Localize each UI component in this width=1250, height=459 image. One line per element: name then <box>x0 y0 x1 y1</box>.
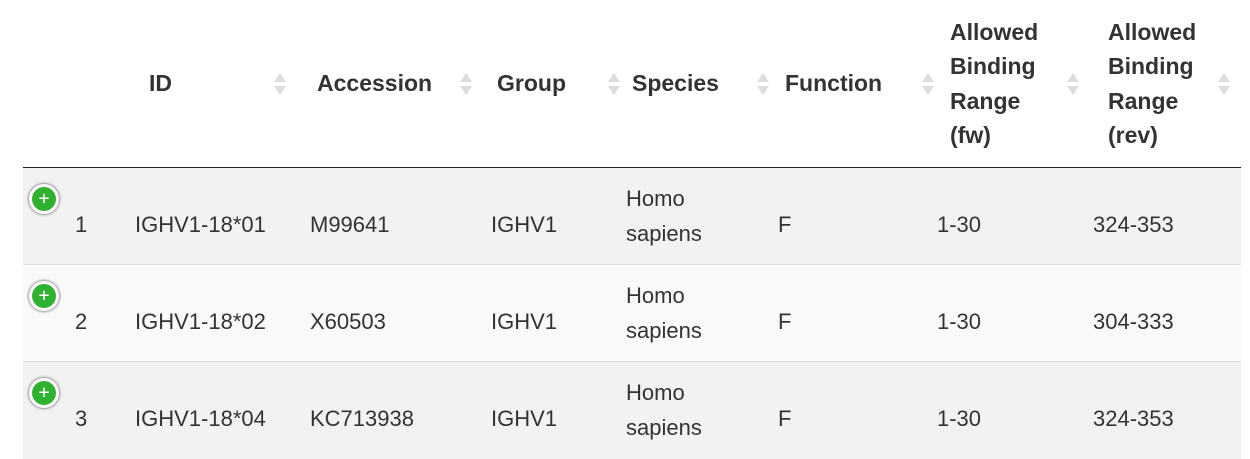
header-fw-range[interactable]: Allowed Binding Range (fw) <box>936 0 1092 168</box>
species-cell: Homo sapiens <box>618 264 770 362</box>
row-species: Homo sapiens <box>626 380 702 441</box>
row-group: IGHV1 <box>491 211 558 237</box>
row-species: Homo sapiens <box>626 186 702 246</box>
accession-cell: X60503 <box>303 264 483 362</box>
sort-icon[interactable] <box>607 70 621 98</box>
accession-cell: KC713938 <box>303 361 483 459</box>
rev-range-cell: 324-353 <box>1092 168 1241 265</box>
row-index: 3 <box>75 405 88 431</box>
row-fw-range: 1-30 <box>937 308 982 334</box>
row-index: 1 <box>75 211 88 237</box>
sort-icon[interactable] <box>921 70 935 98</box>
row-index-cell: + 1 <box>23 168 127 265</box>
id-cell: IGHV1-18*01 <box>127 168 303 265</box>
header-id-label: ID <box>149 70 172 97</box>
plus-circle-icon: + <box>32 381 56 405</box>
results-table-container: ID Accession Group <box>23 0 1241 459</box>
row-group: IGHV1 <box>491 405 558 431</box>
row-group: IGHV1 <box>491 308 558 334</box>
row-rev-range: 304-333 <box>1093 308 1174 334</box>
row-fw-range: 1-30 <box>937 405 982 431</box>
header-accession-label: Accession <box>317 70 433 97</box>
table-header-row: ID Accession Group <box>23 0 1241 168</box>
group-cell: IGHV1 <box>483 361 618 459</box>
row-fw-range: 1-30 <box>937 211 982 237</box>
row-accession: X60503 <box>310 308 386 334</box>
id-cell: IGHV1-18*04 <box>127 361 303 459</box>
accession-cell: M99641 <box>303 168 483 265</box>
row-function: F <box>778 308 792 334</box>
row-index-cell: + 2 <box>23 264 127 362</box>
rev-range-cell: 304-333 <box>1092 264 1241 362</box>
header-fw-range-label: Allowed Binding Range (fw) <box>950 18 1039 149</box>
plus-circle-icon: + <box>32 284 56 308</box>
group-cell: IGHV1 <box>483 264 618 362</box>
sort-icon[interactable] <box>756 70 770 98</box>
group-cell: IGHV1 <box>483 168 618 265</box>
plus-circle-icon: + <box>32 187 56 211</box>
row-index: 2 <box>75 308 88 334</box>
row-id: IGHV1-18*04 <box>135 405 266 431</box>
function-cell: F <box>770 264 936 362</box>
id-cell: IGHV1-18*02 <box>127 264 303 362</box>
table-row[interactable]: + 3 IGHV1-18*04 KC713938 IGHV1 Homo sapi… <box>23 361 1241 459</box>
header-group-label: Group <box>497 70 566 97</box>
table-row[interactable]: + 1 IGHV1-18*01 M99641 IGHV1 Homo sapien… <box>23 167 1241 265</box>
row-id: IGHV1-18*02 <box>135 308 266 334</box>
header-rev-range[interactable]: Allowed Binding Range (rev) <box>1092 0 1241 168</box>
header-function-label: Function <box>785 70 883 97</box>
fw-range-cell: 1-30 <box>936 361 1092 459</box>
header-species[interactable]: Species <box>618 0 770 168</box>
row-rev-range: 324-353 <box>1093 405 1174 431</box>
header-group[interactable]: Group <box>483 0 621 168</box>
function-cell: F <box>770 168 936 265</box>
function-cell: F <box>770 361 936 459</box>
header-rev-range-label: Allowed Binding Range (rev) <box>1108 18 1197 149</box>
sort-icon[interactable] <box>459 70 473 98</box>
expand-row-button[interactable]: + <box>29 378 59 408</box>
sort-icon[interactable] <box>1066 70 1080 98</box>
species-cell: Homo sapiens <box>618 361 770 459</box>
fw-range-cell: 1-30 <box>936 168 1092 265</box>
results-table: ID Accession Group <box>23 0 1241 459</box>
sort-icon[interactable] <box>1217 70 1231 98</box>
expand-row-button[interactable]: + <box>29 281 59 311</box>
row-accession: KC713938 <box>310 405 414 431</box>
row-accession: M99641 <box>310 211 390 237</box>
header-accession[interactable]: Accession <box>303 0 483 168</box>
fw-range-cell: 1-30 <box>936 264 1092 362</box>
header-species-label: Species <box>632 70 719 97</box>
expand-row-button[interactable]: + <box>29 184 59 214</box>
row-id: IGHV1-18*01 <box>135 211 266 237</box>
sort-icon[interactable] <box>273 70 287 98</box>
header-id[interactable]: ID <box>127 0 303 168</box>
row-function: F <box>778 211 792 237</box>
row-function: F <box>778 405 792 431</box>
species-cell: Homo sapiens <box>618 168 770 265</box>
row-index-cell: + 3 <box>23 361 127 459</box>
row-rev-range: 324-353 <box>1093 211 1174 237</box>
table-row[interactable]: + 2 IGHV1-18*02 X60503 IGHV1 Homo sapien… <box>23 264 1241 362</box>
rev-range-cell: 324-353 <box>1092 361 1241 459</box>
header-index <box>23 0 127 168</box>
row-species: Homo sapiens <box>626 283 702 343</box>
header-function[interactable]: Function <box>770 0 936 168</box>
